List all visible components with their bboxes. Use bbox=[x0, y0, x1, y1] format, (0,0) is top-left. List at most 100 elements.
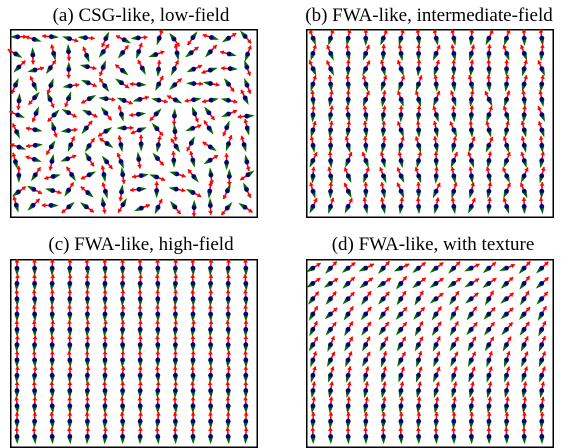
spin-arrowhead bbox=[190, 381, 195, 385]
spin-arrowhead bbox=[138, 366, 143, 370]
spin-site-dot bbox=[103, 358, 108, 363]
spin-arrowhead bbox=[32, 427, 37, 431]
spin-site-dot bbox=[522, 112, 527, 117]
spin-site-dot bbox=[381, 189, 386, 194]
spin-glyph bbox=[244, 78, 251, 94]
spin-glyph bbox=[309, 30, 316, 46]
spin-site-dot bbox=[416, 173, 421, 178]
spin-arrowhead bbox=[154, 181, 159, 185]
spin-glyph bbox=[226, 305, 231, 322]
spin-glyph bbox=[190, 427, 195, 444]
spin-glyph bbox=[328, 151, 333, 168]
spin-glyph bbox=[243, 336, 248, 353]
spin-site-dot bbox=[328, 189, 333, 194]
spin-glyph bbox=[169, 33, 179, 47]
spin-glyph bbox=[14, 290, 19, 307]
spin-site-dot bbox=[138, 296, 143, 301]
spin-arrowhead bbox=[121, 305, 126, 309]
spin-site-dot bbox=[328, 403, 333, 408]
spin-site-dot bbox=[208, 266, 213, 271]
spin-glyph bbox=[450, 91, 456, 107]
spin-glyph bbox=[539, 367, 546, 383]
spin-site-dot bbox=[399, 143, 404, 148]
spin-glyph bbox=[102, 366, 107, 383]
spin-glyph bbox=[345, 152, 352, 168]
spin-site-dot bbox=[346, 296, 351, 301]
spin-glyph bbox=[500, 293, 513, 304]
spin-glyph bbox=[416, 397, 422, 414]
spin-site-dot bbox=[122, 126, 127, 131]
spin-site-dot bbox=[32, 312, 37, 317]
spin-arrowhead bbox=[16, 106, 21, 110]
spin-site-dot bbox=[311, 403, 316, 408]
spin-arrowhead bbox=[208, 381, 213, 385]
spin-glyph bbox=[173, 305, 178, 322]
spin-site-dot bbox=[244, 373, 249, 378]
spin-glyph bbox=[539, 427, 544, 444]
spin-glyph bbox=[484, 322, 494, 335]
spin-site-dot bbox=[364, 128, 369, 133]
spin-site-dot bbox=[67, 36, 72, 41]
spin-site-dot bbox=[416, 51, 421, 56]
spin-arrowhead bbox=[451, 106, 456, 110]
spin-glyph bbox=[169, 187, 186, 193]
spin-glyph bbox=[101, 183, 107, 199]
spin-glyph bbox=[398, 136, 404, 152]
spin-site-dot bbox=[522, 296, 527, 301]
spin-site-dot bbox=[346, 312, 351, 317]
spin-site-dot bbox=[399, 281, 404, 286]
spin-glyph bbox=[520, 183, 527, 199]
spin-site-dot bbox=[346, 82, 351, 87]
spin-glyph bbox=[416, 367, 423, 383]
spin-site-dot bbox=[469, 358, 474, 363]
spin-glyph bbox=[173, 259, 178, 276]
spin-site-dot bbox=[208, 158, 213, 163]
spin-glyph bbox=[416, 412, 421, 429]
spin-glyph bbox=[379, 167, 386, 183]
spin-glyph bbox=[362, 336, 370, 351]
spin-arrowhead bbox=[155, 397, 160, 401]
spin-glyph bbox=[118, 105, 124, 121]
spin-glyph bbox=[363, 29, 368, 46]
spin-glyph bbox=[204, 120, 213, 134]
spin-glyph bbox=[432, 307, 442, 321]
spin-site-dot bbox=[139, 173, 144, 178]
spin-site-dot bbox=[172, 114, 177, 119]
spin-glyph bbox=[486, 182, 492, 199]
spin-glyph bbox=[326, 60, 334, 75]
spin-site-dot bbox=[416, 388, 421, 393]
spin-glyph bbox=[465, 278, 480, 287]
spin-glyph bbox=[539, 152, 545, 169]
spin-glyph bbox=[172, 124, 177, 141]
spin-glyph bbox=[468, 352, 476, 367]
spin-glyph bbox=[451, 427, 456, 444]
spin-arrowhead bbox=[156, 412, 161, 416]
spin-arrowhead bbox=[487, 44, 492, 48]
spin-site-dot bbox=[346, 388, 351, 393]
spin-glyph bbox=[310, 351, 317, 367]
spin-glyph bbox=[539, 397, 545, 414]
spin-site-dot bbox=[399, 388, 404, 393]
spin-arrowhead bbox=[121, 180, 126, 184]
spin-arrowhead bbox=[85, 412, 90, 416]
spin-arrowhead bbox=[33, 366, 38, 370]
spin-site-dot bbox=[32, 373, 37, 378]
spin-site-dot bbox=[226, 296, 231, 301]
spin-glyph bbox=[49, 412, 54, 429]
spin-site-dot bbox=[68, 84, 73, 89]
spin-glyph bbox=[415, 167, 422, 183]
spin-site-dot bbox=[104, 96, 109, 101]
spin-arrowhead bbox=[85, 427, 90, 431]
spin-glyph bbox=[138, 60, 146, 75]
spin-arrowhead bbox=[540, 44, 545, 48]
spin-site-dot bbox=[173, 312, 178, 317]
spin-site-dot bbox=[364, 434, 369, 439]
spin-glyph bbox=[310, 412, 315, 429]
spin-arrowhead bbox=[328, 136, 333, 140]
spin-glyph bbox=[469, 45, 475, 61]
spin-site-dot bbox=[540, 388, 545, 393]
spin-site-dot bbox=[504, 143, 509, 148]
spin-glyph bbox=[398, 75, 405, 91]
spin-site-dot bbox=[244, 388, 249, 393]
spin-site-dot bbox=[399, 128, 404, 133]
